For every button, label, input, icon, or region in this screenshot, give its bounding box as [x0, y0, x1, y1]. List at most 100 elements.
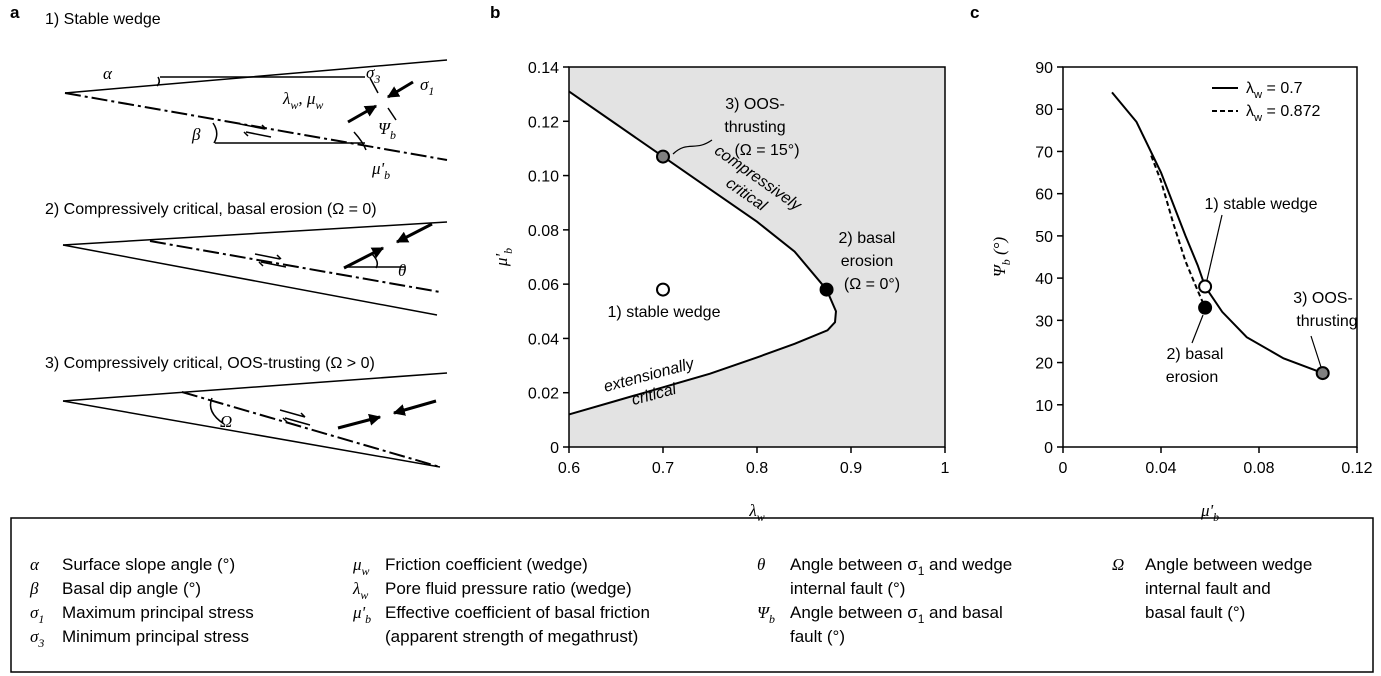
text-run: thrusting	[1296, 313, 1357, 330]
text-run: 80	[1035, 102, 1053, 119]
text-run: α	[30, 555, 40, 574]
text-run: c	[970, 3, 979, 22]
y-tick-label: 30	[1035, 313, 1053, 330]
wedge-2	[62, 221, 448, 316]
text-run: Angle between σ	[790, 603, 918, 622]
text-run: b	[365, 612, 371, 626]
y-tick-label: 0.14	[528, 60, 559, 77]
x-tick-label: 0.12	[1341, 460, 1372, 477]
wedge-title: 1) Stable wedge	[45, 11, 161, 28]
text-run: 0.7	[652, 460, 674, 477]
text-run: 0.04	[1145, 460, 1176, 477]
text-run: 2) Compressively critical, basal erosion…	[45, 201, 377, 218]
text-run: (apparent strength of megathrust)	[385, 627, 638, 646]
text-run: 0	[550, 440, 559, 457]
text-run: and wedge	[924, 555, 1012, 574]
text-run: and basal	[924, 603, 1002, 622]
text-run: 0.6	[558, 460, 580, 477]
x-tick-label: 0.04	[1145, 460, 1176, 477]
text-run: 3) OOS-	[725, 96, 785, 113]
point-label: 1) stable wedge	[608, 304, 721, 321]
text-run: Angle between σ	[790, 555, 918, 574]
text-run: (°)	[990, 237, 1009, 260]
legend-text: internal fault and	[1145, 579, 1271, 598]
text-run: Surface slope angle (°)	[62, 555, 235, 574]
text-run: 0.06	[528, 277, 559, 294]
legend-symbol: β	[29, 579, 39, 598]
text-run: = 0.872	[1262, 103, 1320, 120]
legend-text: Pore fluid pressure ratio (wedge)	[385, 579, 632, 598]
y-tick-label: 60	[1035, 187, 1053, 204]
text-run: Maximum principal stress	[62, 603, 254, 622]
x-tick-label: 0.08	[1243, 460, 1274, 477]
text-run: basal fault (°)	[1145, 603, 1245, 622]
text-run: w	[362, 564, 370, 578]
text-run: b	[501, 248, 515, 254]
symbol: λw, μw	[282, 89, 323, 112]
legend-symbol: Ψb	[757, 603, 775, 626]
text-run: Pore fluid pressure ratio (wedge)	[385, 579, 632, 598]
text-run: α	[103, 64, 113, 83]
y-tick-label: 0	[1044, 440, 1053, 457]
text-run: σ	[366, 63, 375, 82]
text-run: 1) stable wedge	[1205, 196, 1318, 213]
y-tick-label: 0.08	[528, 223, 559, 240]
text-run: θ	[398, 261, 406, 280]
text-run: 1) stable wedge	[608, 304, 721, 321]
legend-symbol: σ1	[30, 603, 44, 626]
text-run: w	[1253, 112, 1263, 124]
text-run: (Ω = 15°)	[734, 142, 799, 159]
symbol: Ψb	[378, 119, 396, 142]
text-run: 50	[1035, 229, 1053, 246]
text-run: 3) OOS-	[1293, 290, 1353, 307]
leader-line	[672, 139, 713, 155]
data-point	[819, 282, 834, 297]
text-run: w	[360, 588, 368, 602]
legend-text: Minimum principal stress	[62, 627, 249, 646]
legend-text: (apparent strength of megathrust)	[385, 627, 638, 646]
point-label: thrusting	[1296, 313, 1357, 330]
text-run: 0	[1044, 440, 1053, 457]
y-tick-label: 0.06	[528, 277, 559, 294]
y-axis-label: Ψb (°)	[990, 237, 1013, 278]
legend-text: Angle between σ1 and basal	[790, 603, 1003, 626]
series-line	[1111, 91, 1324, 375]
text-run: 1	[38, 612, 44, 626]
text-run: β	[191, 125, 201, 144]
text-run: 1	[918, 564, 925, 578]
x-tick-label: 0.7	[652, 460, 674, 477]
text-run: 0	[1059, 460, 1068, 477]
panel-label: c	[970, 3, 979, 22]
y-tick-label: 90	[1035, 60, 1053, 77]
text-run: 40	[1035, 271, 1053, 288]
text-run: λ	[1246, 103, 1254, 120]
text-run: 0.08	[1243, 460, 1274, 477]
y-tick-label: 0.12	[528, 114, 559, 131]
legend-text: Surface slope angle (°)	[62, 555, 235, 574]
wedge-3	[62, 372, 448, 468]
text-run: 0.9	[840, 460, 862, 477]
text-run: a	[10, 3, 20, 22]
text-run: internal fault (°)	[790, 579, 905, 598]
text-run: θ	[757, 555, 765, 574]
panel-label: b	[490, 3, 500, 22]
y-tick-label: 10	[1035, 398, 1053, 415]
y-tick-label: 0.10	[528, 169, 559, 186]
text-run: (Ω = 0°)	[844, 276, 900, 293]
text-run: erosion	[1166, 369, 1218, 386]
x-tick-label: 0.9	[840, 460, 862, 477]
point-label: (Ω = 15°)	[734, 142, 799, 159]
legend-text: Effective coefficient of basal friction	[385, 603, 650, 622]
text-run: Ψ	[378, 119, 392, 138]
wedge-title: 2) Compressively critical, basal erosion…	[45, 201, 377, 218]
legend-symbol: μ'b	[352, 603, 371, 626]
text-run: 70	[1035, 144, 1053, 161]
text-run: 10	[1035, 398, 1053, 415]
text-run: 2) basal	[1167, 346, 1224, 363]
wedge-title: 3) Compressively critical, OOS-trusting …	[45, 355, 375, 372]
text-run: 0.04	[528, 331, 559, 348]
text-run: λ	[1246, 80, 1254, 97]
x-tick-label: 0	[1059, 460, 1068, 477]
y-tick-label: 40	[1035, 271, 1053, 288]
